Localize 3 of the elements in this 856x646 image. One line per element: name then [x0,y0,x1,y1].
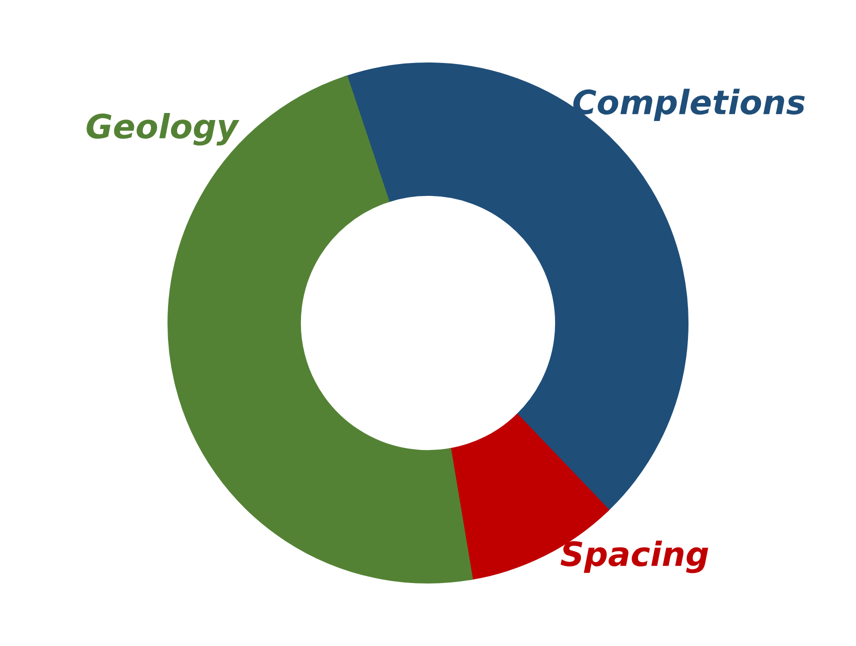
slice-label: Geology [86,112,240,146]
slice-label: Spacing [560,540,708,574]
slice-label: Completions [573,88,805,122]
